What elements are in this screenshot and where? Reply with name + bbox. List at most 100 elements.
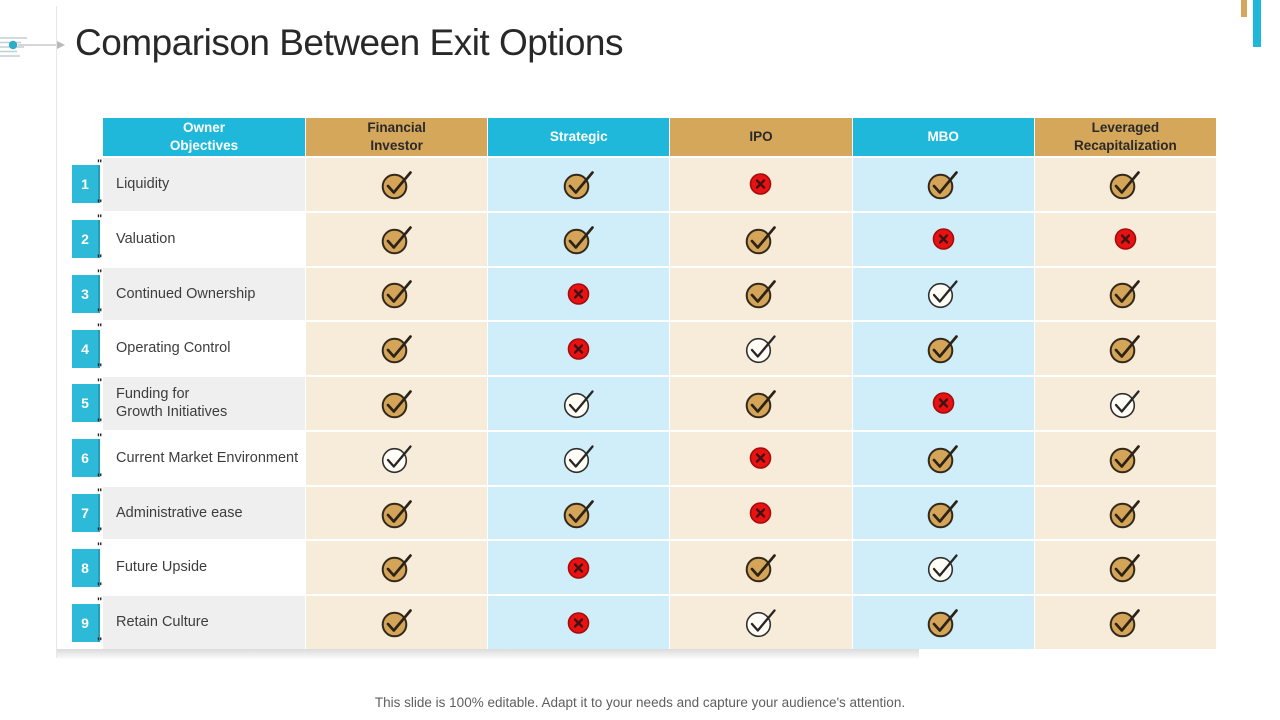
table-cell [306, 322, 488, 376]
table-cell [670, 322, 852, 376]
gold-check-circle-icon [927, 499, 959, 528]
quote-mark-icon: " [97, 377, 103, 390]
objective-label: Funding for Growth Initiatives [103, 377, 305, 430]
objective-label: Current Market Environment [103, 431, 305, 485]
outline-check-circle-icon [928, 554, 958, 583]
outline-check-circle-icon [928, 280, 958, 309]
gold-check-circle-icon [1110, 171, 1141, 200]
table-cell [670, 158, 852, 211]
quote-mark-icon: " [97, 252, 103, 265]
row-number-badge: 3 [72, 274, 100, 313]
table-cell [1034, 486, 1216, 540]
red-cross-circle-icon [750, 173, 772, 196]
quote-mark-icon: " [97, 486, 103, 499]
table-cell [306, 596, 488, 649]
quote-mark-icon: " [97, 526, 103, 539]
table-cell [670, 541, 852, 595]
row-number-cell: " 1 " [72, 158, 102, 211]
column-header-1: Financial Investor [306, 118, 488, 156]
gold-check-circle-icon [745, 554, 776, 583]
table-cell [1034, 596, 1216, 649]
red-cross-circle-icon [1114, 228, 1137, 250]
table-cell [488, 541, 670, 595]
quote-mark-icon: " [97, 471, 103, 484]
quote-mark-icon: " [97, 362, 103, 375]
red-cross-circle-icon [750, 447, 772, 470]
corner-bar-cyan [1253, 0, 1261, 47]
row-number-badge: 5 [72, 384, 100, 423]
gold-check-circle-icon [563, 225, 594, 254]
red-cross-circle-icon [567, 283, 590, 305]
row-number-badge: 7 [72, 494, 100, 533]
gold-check-circle-icon [381, 609, 412, 638]
right-arrow-icon [18, 41, 65, 49]
row-number-cell: " 3 " [72, 268, 102, 321]
row-number-cell: " 9 " [72, 596, 102, 649]
table-cell [670, 267, 852, 321]
table-cell [1034, 541, 1216, 595]
table-cell [306, 212, 488, 266]
table-cell [670, 486, 852, 540]
outline-check-circle-icon [563, 390, 594, 419]
gold-check-circle-icon [381, 280, 412, 309]
gold-check-circle-icon [1110, 499, 1141, 528]
gold-check-circle-icon [745, 280, 776, 309]
page-title: Comparison Between Exit Options [75, 22, 624, 63]
table-cell [1034, 267, 1216, 321]
outline-check-circle-icon [381, 445, 412, 473]
corner-bar-gold [1241, 0, 1247, 17]
quote-mark-icon: " [97, 431, 103, 444]
header-spacer [72, 118, 102, 156]
quote-mark-icon: " [97, 322, 103, 335]
gold-check-circle-icon [381, 225, 412, 254]
table-cell [306, 541, 488, 595]
quote-mark-icon: " [97, 416, 103, 429]
table-cell [488, 212, 670, 266]
table-cell [306, 267, 488, 321]
table-cell [670, 377, 852, 430]
red-cross-circle-icon [567, 557, 590, 579]
table-cell [852, 431, 1034, 485]
objective-label: Continued Ownership [103, 267, 305, 321]
quote-mark-icon: " [97, 212, 103, 225]
table-cell [852, 377, 1034, 430]
gold-check-circle-icon [1110, 554, 1141, 583]
row-number-cell: " 8 " [72, 541, 102, 594]
gold-check-circle-icon [381, 171, 412, 200]
title-arrow-decoration [0, 37, 65, 57]
row-number-cell: " 5 " [72, 377, 102, 430]
gold-check-circle-icon [1110, 335, 1141, 364]
quote-mark-icon: " [97, 197, 103, 210]
table-cell [670, 431, 852, 485]
objective-label: Operating Control [103, 322, 305, 376]
table-cell [852, 541, 1034, 595]
quote-mark-icon: " [97, 158, 103, 170]
table-cell [306, 158, 488, 211]
row-number-badge: 1 [72, 165, 100, 204]
gold-check-circle-icon [1110, 609, 1141, 638]
outline-check-circle-icon [745, 609, 776, 638]
gold-check-circle-icon [381, 390, 412, 419]
column-header-3: IPO [670, 118, 852, 156]
gold-check-circle-icon [927, 609, 959, 638]
column-header-2: Strategic [488, 118, 670, 156]
objective-label: Administrative ease [103, 486, 305, 540]
red-cross-circle-icon [932, 392, 954, 415]
red-cross-circle-icon [567, 611, 590, 634]
table-cell [852, 212, 1034, 266]
table-cell [852, 596, 1034, 649]
gold-check-circle-icon [927, 171, 959, 200]
row-number-cell: " 2 " [72, 213, 102, 266]
panel-edge-line [56, 6, 57, 658]
gold-check-circle-icon [745, 225, 776, 254]
table-cell [1034, 377, 1216, 430]
objective-label: Future Upside [103, 541, 305, 595]
row-number-cell: " 6 " [72, 432, 102, 485]
comparison-table: Owner Objectives Financial Investor Strate… [72, 118, 1216, 649]
column-header-5: Leveraged Recapitalization [1034, 118, 1216, 156]
table-cell [306, 486, 488, 540]
table-cell [488, 377, 670, 430]
quote-mark-icon: " [97, 267, 103, 280]
outline-check-circle-icon [745, 335, 776, 364]
